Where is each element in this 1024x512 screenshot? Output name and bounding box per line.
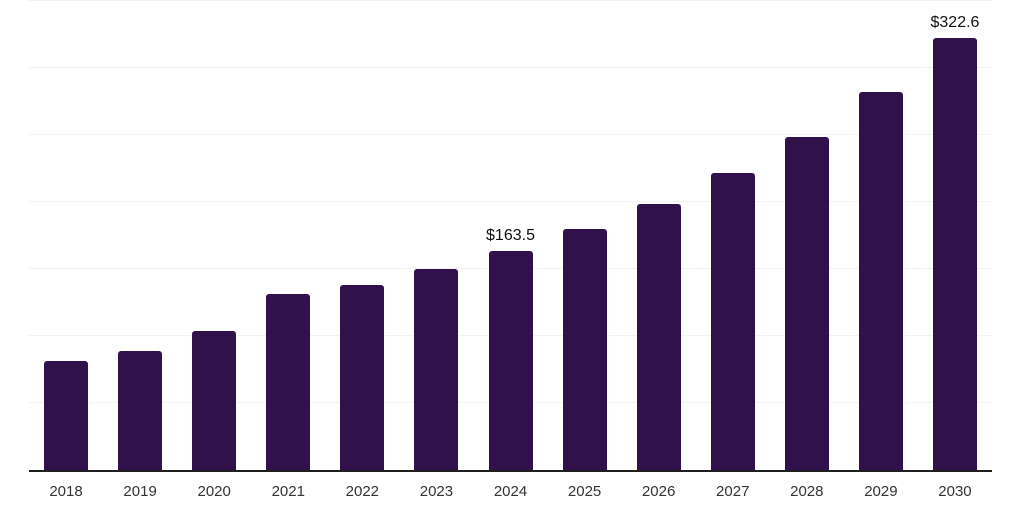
x-axis-tick-labels: 2018 2019 2020 2021 2022 2023 2024 2025 2026 2027…	[29, 483, 992, 501]
bar-2024	[488, 250, 533, 470]
x-tick-2024: 2024	[493, 483, 528, 500]
bar-slot-2020	[177, 0, 251, 470]
bar-2020	[192, 330, 237, 470]
bar-2029	[858, 92, 903, 470]
bar-slot-2018	[29, 0, 103, 470]
x-tick-2018: 2018	[49, 483, 83, 500]
x-axis-line	[29, 470, 992, 472]
bar-slot-2025	[548, 0, 622, 470]
x-tick-2023: 2023	[419, 483, 454, 500]
x-tick-2025: 2025	[567, 483, 602, 500]
bar-2028	[784, 136, 829, 470]
bar-slot-2027	[696, 0, 770, 470]
value-label-2024: $163.5	[486, 226, 535, 244]
gridline-350	[29, 0, 992, 1]
x-tick-2029: 2029	[864, 483, 898, 500]
bar-2030	[932, 37, 977, 470]
value-label-2030: $322.6	[930, 13, 980, 31]
x-tick-2021: 2021	[271, 483, 305, 500]
bar-slot-2029	[844, 0, 918, 470]
bar-2022	[340, 284, 385, 470]
bar-2019	[118, 350, 163, 470]
x-tick-2026: 2026	[641, 483, 676, 500]
bar-slot-2021	[251, 0, 325, 470]
x-tick-2020: 2020	[197, 483, 231, 500]
gridline-200	[29, 201, 992, 202]
bar-slot-2024: $163.5	[473, 0, 547, 470]
bar-2027	[710, 173, 755, 470]
bar-slot-2028	[770, 0, 844, 470]
x-tick-2027: 2027	[716, 483, 750, 500]
bar-slot-2022	[325, 0, 399, 470]
x-tick-2022: 2022	[345, 483, 380, 500]
bar-2025	[562, 229, 607, 470]
x-tick-2028: 2028	[790, 483, 824, 500]
bars-container: $163.5 $322.6	[29, 0, 992, 470]
gridline-300	[29, 67, 992, 68]
bar-2023	[414, 269, 459, 470]
x-tick-2019: 2019	[123, 483, 157, 500]
x-tick-2030: 2030	[938, 483, 972, 500]
bar-slot-2030: $322.6	[918, 0, 992, 470]
bar-2021	[266, 293, 311, 470]
bar-slot-2019	[103, 0, 177, 470]
bar-2026	[636, 203, 681, 470]
bar-slot-2023	[399, 0, 473, 470]
bar-2018	[44, 361, 89, 470]
gridline-250	[29, 134, 992, 135]
bar-slot-2026	[622, 0, 696, 470]
